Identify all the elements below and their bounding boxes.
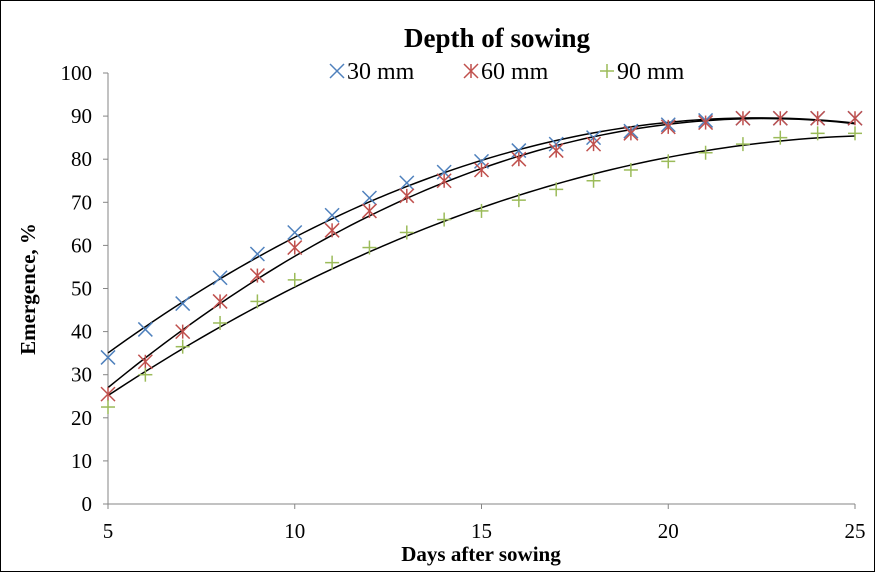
y-tick-label: 60	[71, 233, 92, 257]
data-point-90mm	[661, 154, 676, 169]
data-point-90mm	[549, 182, 564, 197]
x-tick-label: 25	[845, 519, 866, 543]
data-point-90mm	[101, 400, 115, 415]
data-point-30mm	[249, 246, 265, 262]
y-axis-label: Emergence, %	[16, 223, 40, 355]
y-tick-label: 10	[71, 449, 92, 473]
x-tick-label: 15	[471, 519, 492, 543]
y-tick-label: 100	[61, 61, 93, 85]
legend-marker-star-icon	[463, 63, 479, 79]
y-tick-labels: 0 10 20 30 40 50 60 70 80 90 100	[61, 61, 108, 516]
data-point-60mm	[249, 268, 265, 284]
data-point-90mm	[474, 203, 489, 218]
x-tick-label: 5	[103, 519, 114, 543]
data-point-90mm	[175, 339, 190, 354]
data-point-60mm	[473, 162, 490, 178]
y-tick-label: 80	[71, 147, 92, 171]
data-point-90mm	[437, 212, 452, 227]
data-point-90mm	[287, 272, 302, 287]
y-tick-label: 20	[71, 406, 92, 430]
data-point-60mm	[548, 143, 564, 159]
legend-item-30mm: 30 mm	[329, 59, 415, 85]
x-tick-labels: 5 10 15 20 25	[103, 504, 866, 543]
data-point-60mm	[324, 222, 340, 238]
legend-label-60mm: 60 mm	[481, 59, 549, 85]
data-point-90mm	[698, 145, 713, 160]
legend-marker-x	[329, 63, 345, 79]
data-point-60mm	[698, 115, 714, 131]
data-point-30mm	[212, 270, 228, 286]
data-point-60mm	[735, 110, 751, 126]
x-tick-label: 10	[284, 519, 305, 543]
data-point-90mm	[511, 193, 526, 208]
data-point-60mm	[212, 293, 228, 309]
legend-marker-plus	[600, 64, 614, 78]
legend-item-60mm: 60 mm	[463, 59, 549, 85]
data-point-60mm	[137, 354, 153, 370]
data-point-60mm	[772, 110, 788, 126]
x-tick-label: 20	[658, 519, 679, 543]
data-point-90mm	[586, 173, 601, 188]
y-tick-label: 50	[71, 277, 92, 301]
data-point-60mm	[399, 188, 415, 204]
data-point-90mm	[623, 162, 638, 177]
data-point-90mm	[773, 130, 788, 145]
trendline-60mm	[107, 117, 856, 389]
data-point-30mm	[287, 224, 303, 241]
trendlines	[107, 117, 856, 397]
data-point-30mm	[361, 190, 377, 206]
legend: 30 mm 60 mm 90 mm	[329, 59, 685, 85]
data-point-60mm	[436, 173, 452, 189]
x-axis-label: Days after sowing	[401, 542, 561, 566]
data-point-60mm	[586, 136, 602, 152]
chart-title: Depth of sowing	[404, 23, 591, 53]
legend-marker-star	[463, 63, 479, 79]
legend-label-30mm: 30 mm	[347, 59, 415, 85]
data-point-30mm	[137, 321, 153, 337]
data-point-60mm	[623, 125, 639, 141]
data-point-90mm	[138, 367, 153, 382]
data-point-90mm	[848, 126, 862, 141]
data-point-60mm	[847, 110, 863, 126]
data-point-30mm	[399, 175, 415, 191]
data-point-60mm	[175, 324, 191, 340]
legend-item-90mm: 90 mm	[600, 59, 685, 85]
legend-label-90mm: 90 mm	[617, 59, 685, 85]
data-points	[100, 110, 863, 415]
data-point-60mm	[361, 203, 377, 219]
legend-marker-plus-icon	[600, 64, 614, 78]
data-point-30mm	[324, 207, 340, 223]
data-point-90mm	[399, 225, 414, 240]
data-point-30mm	[100, 349, 116, 365]
data-point-60mm	[810, 110, 826, 126]
data-point-90mm	[735, 137, 750, 152]
data-point-90mm	[362, 240, 377, 255]
legend-marker-x-icon	[329, 63, 345, 79]
y-tick-label: 90	[71, 104, 92, 128]
y-tick-label: 70	[71, 190, 92, 214]
data-point-60mm	[511, 151, 527, 167]
data-point-90mm	[213, 315, 228, 330]
data-point-60mm	[660, 119, 676, 135]
data-point-60mm	[100, 386, 116, 402]
y-tick-label: 0	[82, 492, 93, 516]
data-point-30mm	[175, 296, 191, 312]
data-point-90mm	[325, 255, 340, 270]
y-tick-label: 30	[71, 363, 92, 387]
data-point-60mm	[287, 240, 303, 256]
data-point-90mm	[250, 294, 265, 309]
data-point-90mm	[810, 126, 825, 141]
y-tick-label: 40	[71, 320, 92, 344]
